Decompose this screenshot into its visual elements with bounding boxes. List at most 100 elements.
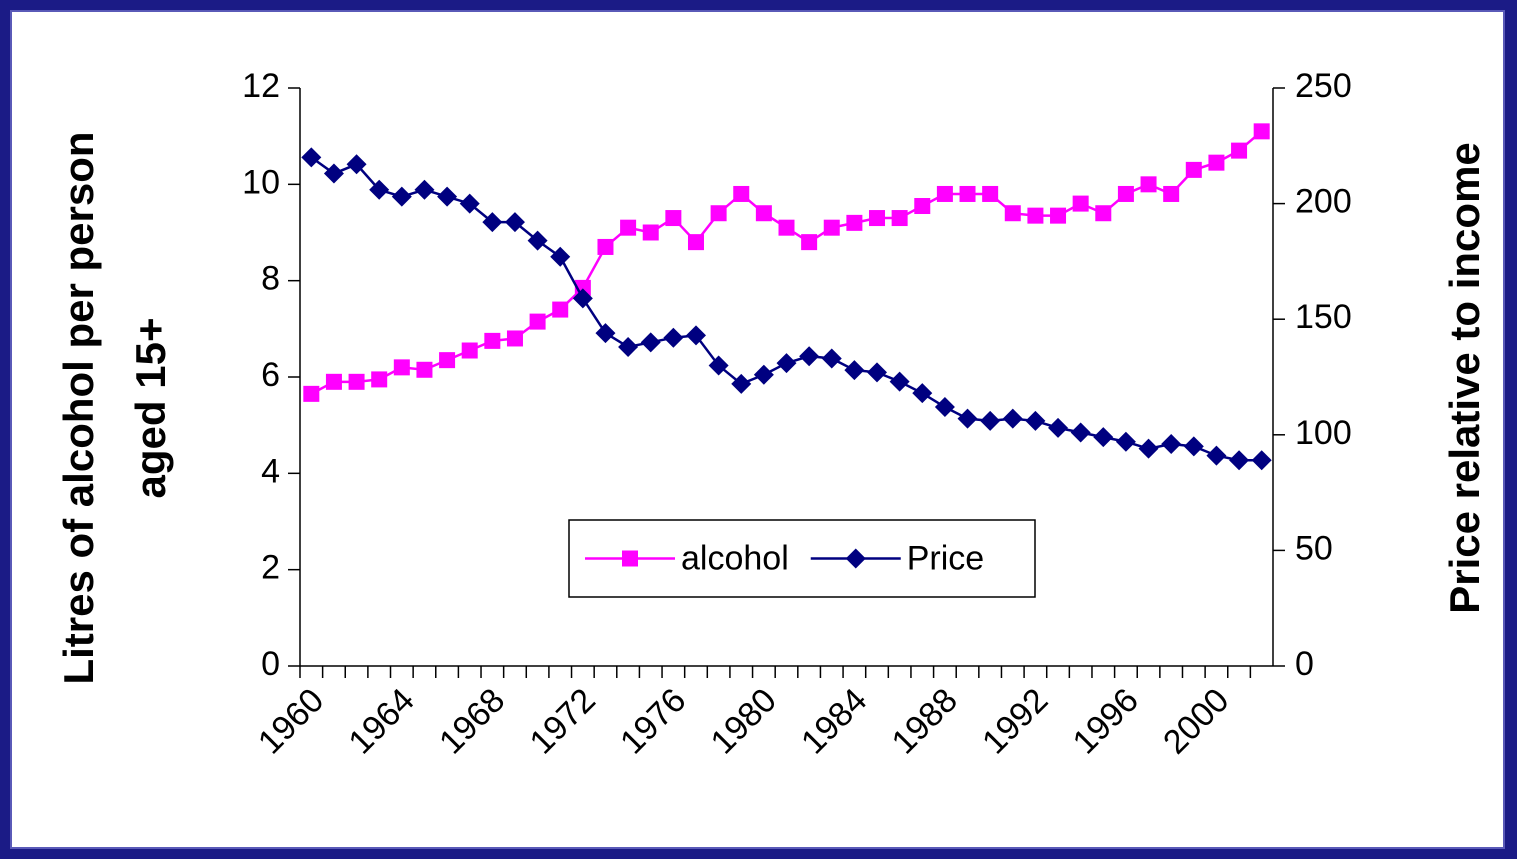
marker bbox=[550, 246, 571, 267]
marker bbox=[733, 185, 750, 202]
marker bbox=[663, 327, 684, 348]
marker bbox=[552, 301, 569, 318]
marker bbox=[1025, 410, 1046, 431]
marker bbox=[1185, 161, 1202, 178]
marker bbox=[801, 234, 818, 251]
marker bbox=[1140, 176, 1157, 193]
marker bbox=[348, 373, 365, 390]
marker bbox=[776, 353, 797, 374]
marker bbox=[484, 332, 501, 349]
y-tick-label: 4 bbox=[261, 452, 280, 490]
marker bbox=[1229, 450, 1250, 471]
marker bbox=[891, 210, 908, 227]
marker bbox=[959, 185, 976, 202]
marker bbox=[1163, 185, 1180, 202]
marker bbox=[1002, 408, 1023, 429]
marker bbox=[936, 185, 953, 202]
marker bbox=[1048, 417, 1069, 438]
marker bbox=[325, 373, 342, 390]
marker bbox=[934, 397, 955, 418]
marker bbox=[640, 332, 661, 353]
x-tick-label: 1984 bbox=[794, 681, 874, 761]
marker bbox=[301, 147, 322, 168]
marker bbox=[665, 210, 682, 227]
marker bbox=[346, 154, 367, 175]
marker bbox=[1093, 427, 1114, 448]
marker bbox=[595, 323, 616, 344]
marker bbox=[439, 352, 456, 369]
y2-tick-label: 200 bbox=[1295, 183, 1352, 221]
marker bbox=[618, 336, 639, 357]
marker bbox=[482, 212, 503, 233]
marker bbox=[1138, 438, 1159, 459]
x-tick-label: 1976 bbox=[613, 681, 693, 761]
x-tick-label: 1980 bbox=[704, 681, 784, 761]
marker bbox=[416, 361, 433, 378]
marker bbox=[1183, 436, 1204, 457]
y2-tick-label: 100 bbox=[1295, 414, 1352, 452]
y2-tick-label: 250 bbox=[1295, 67, 1352, 105]
marker bbox=[620, 219, 637, 236]
marker bbox=[1115, 431, 1136, 452]
marker bbox=[821, 348, 842, 369]
marker bbox=[731, 373, 752, 394]
marker bbox=[597, 238, 614, 255]
marker bbox=[867, 362, 888, 383]
marker bbox=[823, 219, 840, 236]
marker bbox=[957, 408, 978, 429]
marker bbox=[642, 224, 659, 241]
marker bbox=[371, 371, 388, 388]
marker bbox=[1251, 450, 1272, 471]
line bbox=[310, 156, 1262, 462]
y2-tick-label: 50 bbox=[1295, 529, 1333, 567]
marker bbox=[710, 205, 727, 222]
marker bbox=[1004, 205, 1021, 222]
y-tick-label: 2 bbox=[261, 549, 280, 587]
marker bbox=[414, 179, 435, 200]
y-tick-label: 12 bbox=[242, 67, 280, 105]
marker bbox=[323, 163, 344, 184]
marker bbox=[1072, 195, 1089, 212]
marker bbox=[527, 230, 548, 251]
marker bbox=[506, 330, 523, 347]
marker bbox=[1208, 154, 1225, 171]
marker bbox=[369, 179, 390, 200]
marker bbox=[1070, 422, 1091, 443]
marker bbox=[437, 186, 458, 207]
x-tick-label: 1964 bbox=[341, 681, 421, 761]
marker bbox=[799, 346, 820, 367]
legend-marker bbox=[622, 550, 638, 567]
marker bbox=[1095, 205, 1112, 222]
legend-marker bbox=[845, 548, 866, 569]
marker bbox=[529, 313, 546, 330]
x-tick-label: 1972 bbox=[523, 681, 603, 761]
y-axis-title: aged 15+ bbox=[127, 318, 174, 499]
x-tick-label: 1988 bbox=[885, 681, 965, 761]
y2-tick-label: 0 bbox=[1295, 645, 1314, 683]
marker bbox=[755, 205, 772, 222]
marker bbox=[459, 193, 480, 214]
frame bbox=[10, 10, 1505, 849]
x-tick-label: 2000 bbox=[1156, 681, 1236, 761]
marker bbox=[914, 198, 931, 215]
marker bbox=[1231, 142, 1248, 159]
x-tick-label: 1968 bbox=[432, 681, 512, 761]
legend-label: alcohol bbox=[681, 539, 789, 577]
y-tick-label: 0 bbox=[261, 645, 280, 683]
y2-tick-label: 150 bbox=[1295, 298, 1352, 336]
y-tick-label: 6 bbox=[261, 356, 280, 394]
marker bbox=[1206, 445, 1227, 466]
marker bbox=[912, 383, 933, 404]
y-tick-label: 10 bbox=[242, 163, 280, 201]
marker bbox=[1050, 207, 1067, 224]
x-tick-label: 1960 bbox=[251, 681, 331, 761]
marker bbox=[1117, 185, 1134, 202]
marker bbox=[504, 212, 525, 233]
marker bbox=[572, 288, 593, 309]
marker bbox=[982, 185, 999, 202]
marker bbox=[889, 371, 910, 392]
marker bbox=[869, 210, 886, 227]
marker bbox=[980, 410, 1001, 431]
